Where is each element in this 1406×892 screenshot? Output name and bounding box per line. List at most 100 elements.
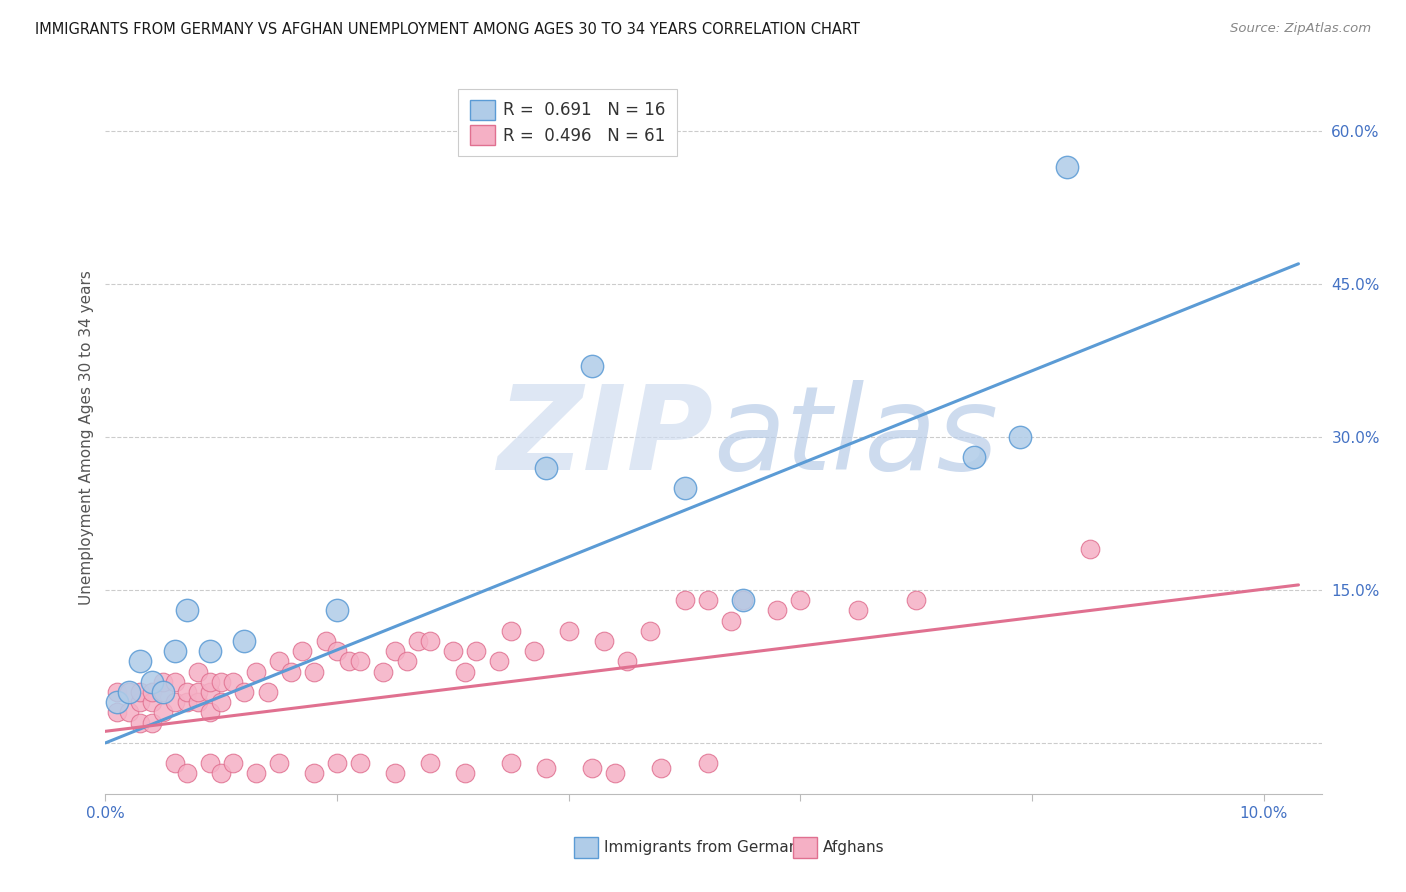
Point xyxy=(349,654,371,668)
Point xyxy=(534,761,557,775)
Point xyxy=(616,654,638,668)
Legend: R =  0.691   N = 16, R =  0.496   N = 61: R = 0.691 N = 16, R = 0.496 N = 61 xyxy=(458,88,678,156)
Y-axis label: Unemployment Among Ages 30 to 34 years: Unemployment Among Ages 30 to 34 years xyxy=(79,269,94,605)
Point xyxy=(117,706,139,720)
Point xyxy=(846,603,869,617)
Point xyxy=(129,685,152,699)
Point xyxy=(187,665,209,679)
Point xyxy=(141,685,163,699)
FancyBboxPatch shape xyxy=(793,837,817,858)
Point xyxy=(198,756,221,771)
Point xyxy=(558,624,581,638)
Point xyxy=(222,674,245,689)
Point xyxy=(176,695,198,709)
Point xyxy=(163,644,186,658)
Point xyxy=(349,756,371,771)
Point xyxy=(245,766,267,780)
Point xyxy=(1010,430,1032,444)
Point xyxy=(499,624,522,638)
Point xyxy=(766,603,789,617)
Point xyxy=(453,665,475,679)
Point xyxy=(117,685,139,699)
Point xyxy=(326,756,349,771)
Point xyxy=(326,603,349,617)
Point xyxy=(395,654,418,668)
Point xyxy=(105,706,128,720)
Point xyxy=(373,665,395,679)
Text: ZIP: ZIP xyxy=(498,380,713,494)
Text: Immigrants from Germany: Immigrants from Germany xyxy=(605,840,807,855)
Point xyxy=(905,593,928,607)
Point xyxy=(105,685,128,699)
Point xyxy=(187,685,209,699)
Point xyxy=(499,756,522,771)
FancyBboxPatch shape xyxy=(574,837,598,858)
Point xyxy=(105,695,128,709)
Point xyxy=(534,460,557,475)
Point xyxy=(129,715,152,730)
Point xyxy=(280,665,302,679)
Point xyxy=(337,654,360,668)
Point xyxy=(187,695,209,709)
Point xyxy=(117,685,139,699)
Point xyxy=(176,685,198,699)
Point xyxy=(163,674,186,689)
Point xyxy=(233,685,256,699)
Point xyxy=(291,644,314,658)
Point xyxy=(198,685,221,699)
Point xyxy=(384,766,406,780)
Point xyxy=(245,665,267,679)
Point xyxy=(963,450,986,465)
Point xyxy=(152,685,174,699)
Point xyxy=(198,706,221,720)
Point xyxy=(209,766,232,780)
Point xyxy=(720,614,742,628)
Point xyxy=(163,695,186,709)
Point xyxy=(731,593,754,607)
Point xyxy=(129,654,152,668)
Point xyxy=(465,644,488,658)
Point xyxy=(269,756,291,771)
Text: atlas: atlas xyxy=(713,380,998,494)
Point xyxy=(696,593,718,607)
Point xyxy=(488,654,510,668)
Point xyxy=(209,695,232,709)
Point xyxy=(141,674,163,689)
Point xyxy=(581,761,603,775)
Point xyxy=(603,766,626,780)
Point xyxy=(152,674,174,689)
Text: Afghans: Afghans xyxy=(823,840,884,855)
Point xyxy=(419,756,441,771)
Point xyxy=(406,634,429,648)
Point xyxy=(209,674,232,689)
Point xyxy=(789,593,811,607)
Point xyxy=(269,654,291,668)
Point xyxy=(315,634,337,648)
Point xyxy=(696,756,718,771)
Point xyxy=(441,644,464,658)
Point xyxy=(302,766,325,780)
Point xyxy=(176,766,198,780)
Point xyxy=(141,695,163,709)
Text: IMMIGRANTS FROM GERMANY VS AFGHAN UNEMPLOYMENT AMONG AGES 30 TO 34 YEARS CORRELA: IMMIGRANTS FROM GERMANY VS AFGHAN UNEMPL… xyxy=(35,22,860,37)
Point xyxy=(256,685,278,699)
Point xyxy=(163,756,186,771)
Point xyxy=(1078,542,1101,557)
Point xyxy=(198,644,221,658)
Point xyxy=(302,665,325,679)
Point xyxy=(222,756,245,771)
Point xyxy=(233,634,256,648)
Point xyxy=(523,644,546,658)
Point xyxy=(384,644,406,658)
Point xyxy=(1056,160,1078,174)
Point xyxy=(152,685,174,699)
Point xyxy=(731,593,754,607)
Point xyxy=(326,644,349,658)
Point xyxy=(650,761,672,775)
Point xyxy=(581,359,603,373)
Point xyxy=(673,481,696,495)
Point xyxy=(152,706,174,720)
Point xyxy=(198,674,221,689)
Point xyxy=(141,715,163,730)
Point xyxy=(129,695,152,709)
